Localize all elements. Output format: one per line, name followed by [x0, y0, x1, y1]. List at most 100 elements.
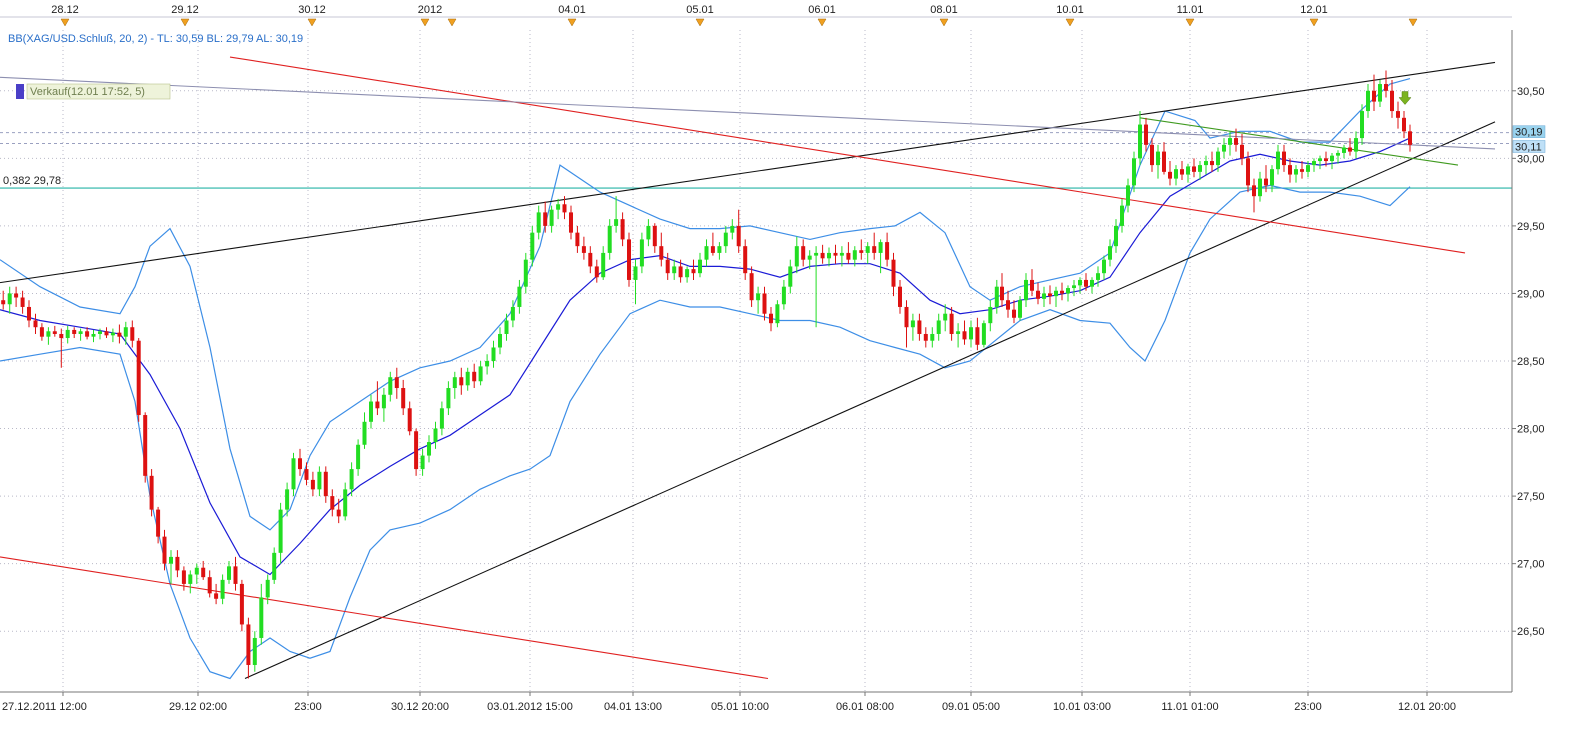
time-tick-label: 23:00	[1294, 701, 1322, 713]
event-marker-icon[interactable]	[420, 18, 430, 27]
candle-body	[898, 286, 902, 307]
candle-body	[1138, 124, 1142, 159]
top-tick-label: 30.12	[298, 4, 326, 16]
candle-body	[1150, 144, 1154, 166]
candle-body	[285, 489, 290, 510]
time-tick-label: 03.01.2012 15:00	[487, 701, 573, 713]
candle-body	[343, 489, 348, 517]
candle-body	[904, 306, 909, 328]
candle-body	[388, 377, 393, 395]
candle-body	[472, 371, 477, 382]
price-tick-label: 28,00	[1517, 424, 1545, 436]
candle-body	[1408, 131, 1412, 145]
candle-body	[1270, 169, 1274, 186]
event-marker-icon[interactable]	[1309, 18, 1319, 27]
overlay: BB(XAG/USD.Schluß, 20, 2) - TL: 30,59 BL…	[8, 33, 1412, 105]
top-tick-label: 11.01	[1177, 4, 1204, 16]
bb-lower-line	[0, 184, 1411, 680]
trend-black-line[interactable]	[244, 121, 1496, 679]
candle-body	[143, 415, 148, 476]
sell-arrow-icon[interactable]	[1398, 91, 1412, 105]
trend-green-line[interactable]	[1139, 117, 1459, 166]
candle-body	[317, 471, 322, 490]
candle-body	[46, 331, 51, 337]
candle-body	[304, 469, 309, 480]
candle-body	[452, 377, 457, 389]
event-marker-icon[interactable]	[567, 18, 577, 27]
candle-body	[330, 496, 335, 510]
candle-body	[1306, 165, 1310, 172]
candle-body	[1228, 138, 1232, 145]
event-marker-icon[interactable]	[1065, 18, 1075, 27]
candle-body	[310, 479, 315, 490]
candle-body	[510, 306, 515, 321]
candle-body	[1366, 90, 1370, 112]
candle-body	[575, 232, 580, 247]
candle-body	[156, 509, 161, 537]
candle-body	[181, 570, 186, 584]
candle-body	[691, 269, 696, 274]
candle-body	[685, 269, 690, 278]
event-marker-icon[interactable]	[60, 18, 70, 27]
time-tick-label: 27.12.2011 12:00	[2, 701, 87, 713]
event-marker-icon[interactable]	[1408, 18, 1418, 27]
event-marker-icon[interactable]	[1185, 18, 1195, 27]
candle-body	[20, 297, 25, 307]
time-tick-label: 29.12 02:00	[169, 701, 227, 713]
trend-black-line[interactable]	[0, 61, 1496, 284]
trend-gray-line[interactable]	[0, 76, 1496, 150]
candle-body	[549, 209, 554, 226]
order-marker[interactable]	[16, 84, 24, 99]
candle-body	[188, 574, 193, 584]
candle-body	[220, 579, 225, 599]
candle-body	[523, 259, 528, 287]
candle-body	[910, 320, 915, 328]
candle-body	[1336, 152, 1340, 156]
trend-red-line[interactable]	[0, 556, 769, 680]
event-marker-icon[interactable]	[939, 18, 949, 27]
candle-body	[736, 225, 741, 247]
trend-red-line[interactable]	[229, 56, 1466, 254]
candle-body	[459, 377, 464, 386]
candle-body	[39, 327, 44, 337]
candle-body	[807, 255, 812, 260]
trendlines[interactable]	[0, 56, 1496, 680]
price-tick-label: 30,50	[1517, 86, 1545, 98]
candle-body	[698, 259, 702, 274]
event-marker-icon[interactable]	[307, 18, 317, 27]
candle-body	[1222, 144, 1226, 152]
candle-body	[1126, 185, 1130, 206]
candle-body	[1024, 279, 1028, 301]
candle-body	[420, 455, 425, 470]
candle-body	[1186, 166, 1190, 175]
candle-body	[369, 401, 373, 422]
candle-body	[394, 377, 399, 389]
candle-body	[498, 333, 502, 348]
candle-body	[1264, 178, 1268, 186]
candle-body	[1132, 158, 1136, 186]
candle-body	[381, 394, 386, 409]
event-marker-icon[interactable]	[817, 18, 827, 27]
bollinger-bands	[0, 78, 1411, 680]
candle-body	[1252, 185, 1256, 197]
candle-body	[1210, 161, 1214, 166]
candle-body	[504, 320, 509, 334]
event-marker-icon[interactable]	[447, 18, 457, 27]
event-marker-icon[interactable]	[180, 18, 190, 27]
candle-body	[814, 252, 819, 256]
candle-body	[788, 266, 793, 287]
candle-body	[1120, 205, 1124, 226]
price-tick-label: 28,50	[1517, 356, 1545, 368]
candle-body	[801, 246, 806, 260]
candle-body	[27, 306, 31, 321]
order-label-bg[interactable]	[26, 83, 171, 100]
candle-body	[917, 320, 922, 334]
candle-body	[769, 313, 773, 324]
event-marker-icon[interactable]	[695, 18, 705, 27]
candle-body	[336, 509, 341, 517]
candle-body	[865, 246, 870, 253]
candle-body	[536, 212, 541, 233]
candle-body	[956, 331, 961, 334]
candle-body	[562, 204, 567, 213]
